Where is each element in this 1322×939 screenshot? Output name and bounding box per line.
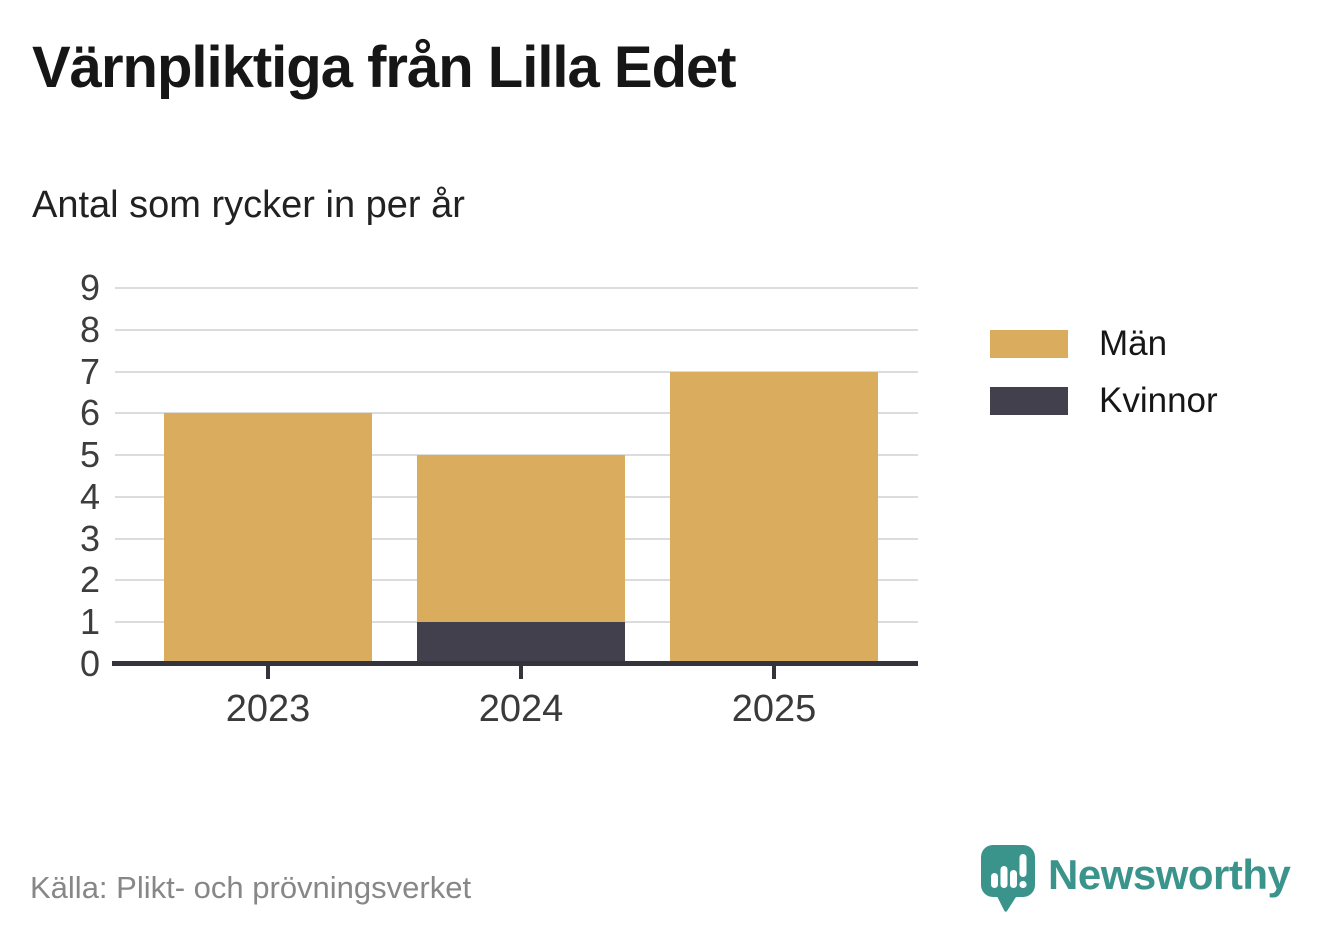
y-axis-tick-label: 1 — [79, 601, 100, 643]
legend-swatch-men — [990, 330, 1068, 358]
plot-area — [115, 287, 918, 664]
legend-label-women: Kvinnor — [1099, 381, 1218, 420]
gridline-5 — [115, 454, 918, 457]
brand-logo: Newsworthy — [981, 845, 1291, 912]
gridline-8 — [115, 328, 918, 331]
x-axis-tick-2024 — [519, 666, 523, 679]
brand-name: Newsworthy — [1048, 850, 1291, 898]
legend: Män Kvinnor — [990, 324, 1218, 420]
x-axis-line — [112, 661, 918, 666]
x-axis-label-2024: 2024 — [478, 688, 564, 730]
y-axis-tick-label: 5 — [79, 434, 100, 476]
x-axis-label-2023: 2023 — [225, 688, 311, 730]
bar-män-2024 — [417, 455, 625, 623]
legend-swatch-women — [990, 387, 1068, 415]
y-axis-tick-label: 8 — [79, 308, 100, 350]
y-axis-tick-label: 4 — [79, 475, 100, 517]
x-axis-tick-2025 — [772, 666, 776, 679]
source-note: Källa: Plikt- och prövningsverket — [30, 870, 472, 905]
bar-kvinnor-2024 — [417, 622, 625, 664]
y-axis-tick-label: 6 — [79, 392, 100, 434]
bar-män-2023 — [164, 413, 372, 664]
y-axis-tick-label: 9 — [79, 267, 100, 308]
bar-chart-speech-bubble-icon — [981, 845, 1035, 912]
y-axis-tick-label: 0 — [79, 643, 100, 684]
legend-item-women: Kvinnor — [990, 381, 1218, 420]
y-axis-tick-label: 7 — [79, 350, 100, 392]
chart-subtitle: Antal som rycker in per år — [32, 184, 465, 226]
y-axis-tick-label: 3 — [79, 517, 100, 559]
y-axis-tick-label: 2 — [79, 559, 100, 601]
legend-label-men: Män — [1099, 324, 1168, 363]
gridline-9 — [115, 287, 918, 289]
gridline-6 — [115, 412, 918, 415]
chart-title: Värnpliktiga från Lilla Edet — [32, 35, 737, 100]
bar-män-2025 — [670, 371, 878, 664]
gridline-7 — [115, 370, 918, 373]
x-axis-label-2025: 2025 — [731, 688, 817, 730]
x-axis-tick-2023 — [266, 666, 270, 679]
legend-item-men: Män — [990, 324, 1218, 363]
